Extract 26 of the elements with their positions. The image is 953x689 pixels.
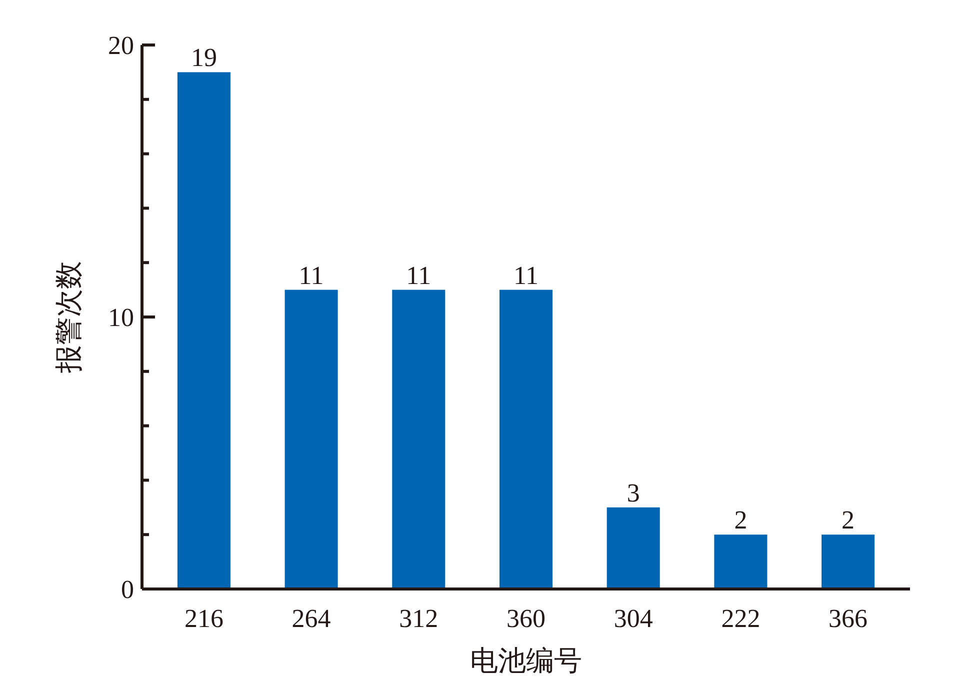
x-axis-title: 电池编号 [470, 646, 582, 677]
data-label: 11 [406, 260, 432, 290]
x-tick-label: 360 [506, 604, 546, 633]
y-tick-label: 0 [121, 575, 134, 604]
data-label: 2 [842, 506, 855, 535]
bar [499, 290, 553, 589]
bar [392, 290, 446, 589]
data-label: 3 [626, 478, 640, 508]
y-axis-title: 报警次数 [54, 261, 85, 374]
x-tick-label: 216 [184, 604, 224, 633]
x-tick-label: 222 [721, 604, 760, 633]
x-tick-label: 304 [614, 604, 653, 633]
data-label: 2 [734, 506, 748, 535]
y-tick-label: 20 [108, 31, 134, 60]
bar [714, 534, 768, 589]
bar [606, 507, 660, 589]
bar [177, 72, 230, 589]
bar [284, 290, 338, 589]
x-tick-label: 366 [828, 604, 868, 633]
bar [822, 534, 875, 589]
x-tick-label: 312 [399, 604, 438, 633]
data-label: 19 [190, 43, 217, 72]
data-label: 11 [298, 260, 324, 290]
x-tick-label: 264 [292, 604, 331, 633]
data-label: 11 [513, 260, 539, 290]
y-tick-label: 10 [108, 303, 134, 332]
